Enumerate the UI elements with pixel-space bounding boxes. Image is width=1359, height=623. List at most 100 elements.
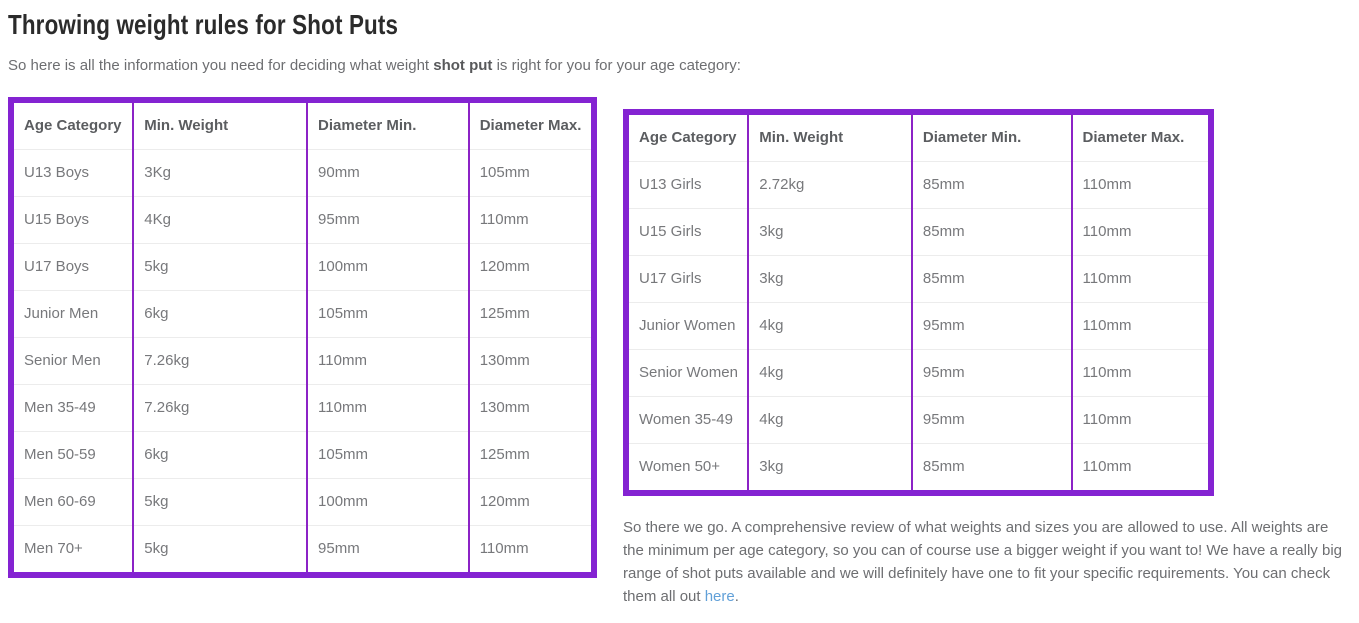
- table-cell: Men 60-69: [11, 478, 134, 526]
- outro-before-link: So there we go. A comprehensive review o…: [623, 519, 1342, 605]
- table-cell: 2.72kg: [747, 161, 912, 209]
- table-cell: 4kg: [747, 349, 912, 397]
- intro-bold-term: shot put: [433, 57, 493, 74]
- table-cell: 5kg: [132, 525, 308, 575]
- table-cell: 95mm: [910, 396, 1072, 444]
- intro-text: So here is all the information you need …: [8, 56, 1345, 76]
- table-cell: 110mm: [306, 384, 469, 432]
- table-cell: Women 50+: [626, 443, 749, 493]
- table-cell: 110mm: [1070, 443, 1211, 493]
- table-cell: 130mm: [467, 384, 594, 432]
- men-weight-table: Age Category Min. Weight Diameter Min. Diam…: [8, 97, 597, 578]
- here-link[interactable]: here: [704, 588, 735, 605]
- table-cell: 85mm: [910, 255, 1072, 303]
- column-header: Diameter Min.: [306, 100, 469, 150]
- table-cell: U15 Boys: [11, 196, 134, 244]
- table-cell: Women 35-49: [626, 396, 749, 444]
- table-cell: 3kg: [747, 443, 912, 493]
- table-cell: 4kg: [747, 302, 912, 350]
- right-column: Age Category Min. Weight Diameter Min. Diam…: [623, 97, 1345, 623]
- table-cell: Junior Women: [626, 302, 749, 350]
- header-row: Age Category Min. Weight Diameter Min. Diam…: [11, 100, 594, 150]
- table-cell: 85mm: [910, 443, 1072, 493]
- table-cell: 110mm: [467, 196, 594, 244]
- table-row: U15 Boys 4Kg 95mm 110mm: [11, 196, 594, 244]
- intro-prefix: So here is all the information you need …: [8, 57, 434, 74]
- table-cell: 6kg: [132, 290, 308, 338]
- page-title: Throwing weight rules for Shot Puts: [8, 9, 399, 40]
- women-weight-table: Age Category Min. Weight Diameter Min. Diam…: [623, 109, 1214, 496]
- column-header: Age Category: [639, 129, 737, 146]
- two-column-layout: Age Category Min. Weight Diameter Min. Diam…: [8, 97, 1345, 623]
- table-cell: 95mm: [910, 349, 1072, 397]
- table-cell: 110mm: [1070, 208, 1211, 256]
- intro-suffix: is right for you for your age category:: [492, 57, 741, 74]
- table-cell: 95mm: [306, 196, 469, 244]
- table-row: Men 50-59 6kg 105mm 125mm: [11, 431, 594, 479]
- table-cell: 85mm: [910, 161, 1072, 209]
- table-cell: 5kg: [132, 243, 308, 291]
- table-cell: 4kg: [747, 396, 912, 444]
- table-cell: 105mm: [306, 431, 469, 479]
- header-row: Age Category Min. Weight Diameter Min. Diam…: [626, 112, 1211, 162]
- table-cell: Senior Men: [11, 337, 134, 385]
- table-cell: 130mm: [467, 337, 594, 385]
- table-row: U13 Girls 2.72kg 85mm 110mm: [626, 161, 1211, 209]
- table-cell: 95mm: [306, 525, 469, 575]
- table-cell: 110mm: [306, 337, 469, 385]
- table-cell: Men 70+: [11, 525, 134, 575]
- table-cell: 85mm: [910, 208, 1072, 256]
- left-column: Age Category Min. Weight Diameter Min. Diam…: [8, 97, 612, 578]
- table-cell: 110mm: [1070, 349, 1211, 397]
- column-header: Diameter Min.: [910, 112, 1072, 162]
- table-cell: 110mm: [467, 525, 594, 575]
- column-header: Min. Weight: [132, 100, 308, 150]
- table-cell: 3kg: [747, 255, 912, 303]
- table-row: Women 35-49 4kg 95mm 110mm: [626, 396, 1211, 444]
- table-cell: 110mm: [1070, 161, 1211, 209]
- table-row: Men 60-69 5kg 100mm 120mm: [11, 478, 594, 526]
- table-cell: 7.26kg: [132, 384, 308, 432]
- table-row: U13 Boys 3Kg 90mm 105mm: [11, 149, 594, 197]
- table-cell: 105mm: [467, 149, 594, 197]
- table-cell: Senior Women: [626, 349, 749, 397]
- table-cell: 7.26kg: [132, 337, 308, 385]
- table-cell: 6kg: [132, 431, 308, 479]
- table-row: U17 Boys 5kg 100mm 120mm: [11, 243, 594, 291]
- table-cell: 100mm: [306, 243, 469, 291]
- table-cell: Men 50-59: [11, 431, 134, 479]
- outro-text: So there we go. A comprehensive review o…: [623, 516, 1345, 608]
- table-cell: 5kg: [132, 478, 308, 526]
- column-header: Diameter Max.: [467, 100, 594, 150]
- table-cell: U13 Girls: [626, 161, 749, 209]
- table-row: Women 50+ 3kg 85mm 110mm: [626, 443, 1211, 493]
- table-row: Senior Men 7.26kg 110mm 130mm: [11, 337, 594, 385]
- table-cell: 100mm: [306, 478, 469, 526]
- table-cell: 120mm: [467, 478, 594, 526]
- table-cell: Junior Men: [11, 290, 134, 338]
- table-row: Junior Women 4kg 95mm 110mm: [626, 302, 1211, 350]
- table-row: U17 Girls 3kg 85mm 110mm: [626, 255, 1211, 303]
- table-row: Men 35-49 7.26kg 110mm 130mm: [11, 384, 594, 432]
- table-cell: 110mm: [1070, 255, 1211, 303]
- table-row: Men 70+ 5kg 95mm 110mm: [11, 525, 594, 575]
- table-cell: U13 Boys: [11, 149, 134, 197]
- table-cell: 110mm: [1070, 396, 1211, 444]
- table-cell: Men 35-49: [11, 384, 134, 432]
- table-row: Junior Men 6kg 105mm 125mm: [11, 290, 594, 338]
- table-cell: 95mm: [910, 302, 1072, 350]
- table-cell: 125mm: [467, 290, 594, 338]
- table-cell: U17 Girls: [626, 255, 749, 303]
- table-cell: 4Kg: [132, 196, 308, 244]
- column-header: Diameter Max.: [1070, 112, 1211, 162]
- outro-after-link: .: [734, 588, 739, 605]
- table-row: Senior Women 4kg 95mm 110mm: [626, 349, 1211, 397]
- table-cell: 90mm: [306, 149, 469, 197]
- table-cell: 105mm: [306, 290, 469, 338]
- table-cell: 110mm: [1070, 302, 1211, 350]
- table-cell: 125mm: [467, 431, 594, 479]
- table-cell: 3Kg: [132, 149, 308, 197]
- column-header: Age Category: [24, 117, 122, 134]
- column-header: Min. Weight: [747, 112, 912, 162]
